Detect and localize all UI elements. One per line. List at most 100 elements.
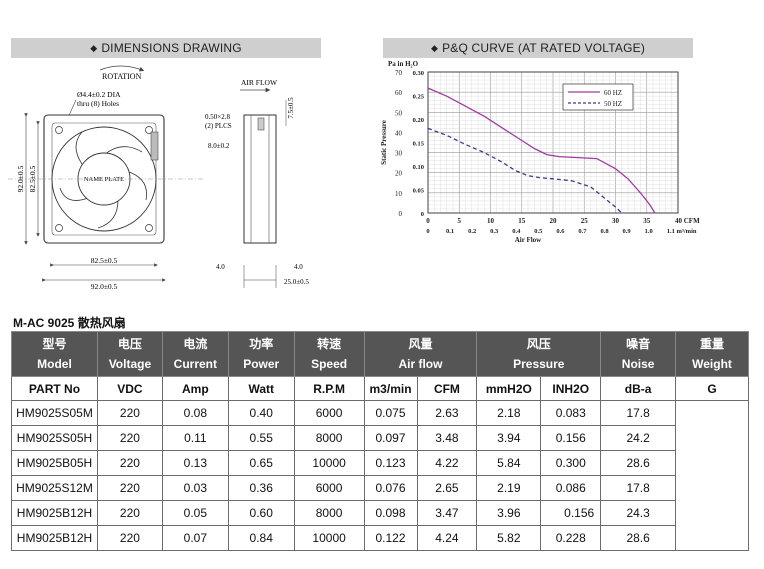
y-tick-label-inh2o: 0.15 [413,141,425,148]
header-speed: 转速 Speed [293,331,365,377]
cell-power: 0.65 [227,450,295,476]
legend-box [562,83,634,111]
cell-inh2o: 0.156 [540,425,602,451]
pq-chart-legend: 60 HZ 50 HZ [562,83,634,111]
x-tick-label-cfm: 15 [518,217,526,225]
cell-voltage: 220 [96,500,163,526]
x-tick-label-m3: 1.0 [645,228,653,235]
airflow-label: AIR FLOW [241,78,278,87]
table-row: HM9025B05H 220 0.13 0.65 10000 0.123 4.2… [11,450,749,476]
unit-cell: Watt [227,376,295,401]
x-tick-label-m3: 0.9 [623,228,632,235]
cell-cfm: 4.24 [416,525,478,551]
cell-weight [675,400,749,551]
cell-mmh2o: 3.96 [476,500,542,526]
cell-voltage: 220 [96,525,163,551]
y-tick-label-pa: 0 [399,210,403,218]
hole-note-2: thru (8) Holes [77,99,119,108]
dimensions-drawing: ROTATION Ø4.4±0.2 DIA thru (8) Holes NAM… [8,65,309,291]
x-tick-label-cfm: 25 [581,217,589,225]
cell-m3min: 0.076 [363,475,418,501]
table-row: HM9025S12M 220 0.03 0.36 6000 0.076 2.65… [11,475,749,501]
pq-chart-series [427,87,656,214]
cell-noise: 28.6 [600,450,677,476]
cell-noise: 24.3 [600,500,677,526]
cell-mmh2o: 2.18 [476,400,542,426]
x-tick-label-m3: 0.6 [556,228,565,235]
dim-82-bottom: 82.5±0.5 [91,256,118,265]
cell-part-no: HM9025B05H [11,450,98,476]
unit-cell: CFM [416,376,478,401]
cell-voltage: 220 [96,450,163,476]
x-tick-label-cfm: 30 [612,217,620,225]
series-line-60-hz [427,87,656,214]
x-axis-label: Air Flow [515,236,542,244]
x-tick-label-cfm: 35 [643,217,651,225]
lead-note-2: (2) PLCS [205,122,232,130]
cell-power: 0.60 [227,500,295,526]
legend-label: 50 HZ [604,100,622,108]
dim-4-right: 4.0 [294,263,303,271]
table-header-row: 型号 Model 电压 Voltage 电流 Current 功率 Power 转速 Sp… [11,331,749,377]
header-airflow: 风量 Air flow [363,331,478,377]
y-tick-label-pa: 70 [395,69,403,77]
cell-m3min: 0.122 [363,525,418,551]
cell-part-no: HM9025B12H [11,525,98,551]
x-tick-label-cfm: 5 [458,217,462,225]
header-noise: 噪音 Noise [600,331,677,377]
cell-speed: 6000 [293,475,365,501]
x-tick-label-m3: 0.3 [490,228,499,235]
cell-power: 0.36 [227,475,295,501]
cell-inh2o: 0.086 [540,475,602,501]
cell-power: 0.84 [227,525,295,551]
cell-voltage: 220 [96,400,163,426]
rotation-arrow-icon [99,65,145,72]
cell-part-no: HM9025S05H [11,425,98,451]
dimensions-header: ◆ DIMENSIONS DRAWING [11,38,321,58]
name-plate-label: NAME PLATE [84,176,124,183]
pq-chart-axes: 01020304050607000.050.100.150.200.250.30… [380,60,700,244]
x-tick-label-m3: 1.1 m³/min [667,228,697,235]
cell-cfm: 4.22 [416,450,478,476]
header-voltage: 电压 Voltage [96,331,163,377]
cell-noise: 28.6 [600,525,677,551]
cell-voltage: 220 [96,475,163,501]
table-units-row: PART No VDC Amp Watt R.P.M m3/min CFM mm… [11,376,749,401]
series-line-50-hz [427,127,623,214]
cell-current: 0.07 [161,525,229,551]
cell-m3min: 0.075 [363,400,418,426]
cell-noise: 17.8 [600,400,677,426]
spec-table: 型号 Model 电压 Voltage 电流 Current 功率 Power 转速 Sp… [11,331,749,551]
x-tick-label-cfm: 20 [550,217,558,225]
x-tick-label-m3: 0.1 [446,228,454,235]
y-tick-label-pa: 60 [395,89,403,97]
dim-25: 25.0±0.5 [284,278,309,286]
table-row: HM9025S05M 220 0.08 0.40 6000 0.075 2.63… [11,400,749,551]
x-tick-label-cfm: 10 [487,217,495,225]
y-tick-label-inh2o: 0.25 [413,94,425,101]
cell-speed: 8000 [293,425,365,451]
cell-m3min: 0.123 [363,450,418,476]
fan-frame-side [243,114,277,244]
y-tick-label-inh2o: 0.20 [413,117,424,124]
cell-noise: 24.2 [600,425,677,451]
header-model: 型号 Model [11,331,98,377]
y-tick-label-inh2o: 0.30 [413,70,424,77]
y-tick-label-inh2o: 0.10 [413,164,424,171]
y-tick-label-pa: 10 [395,190,403,198]
cell-inh2o: 0.300 [540,450,602,476]
cell-power: 0.40 [227,400,295,426]
x-tick-label-m3: 0 [426,228,429,235]
cell-mmh2o: 2.19 [476,475,542,501]
cell-part-no: HM9025S05M [11,400,98,426]
cell-speed: 6000 [293,400,365,426]
x-tick-label-m3: 0.8 [600,228,609,235]
y-tick-label-inh2o: 0 [421,211,424,218]
cell-part-no: HM9025S12M [11,475,98,501]
y-tick-label-pa: 20 [395,170,403,178]
unit-cell: dB-a [600,376,677,401]
pq-chart-grid [427,71,679,214]
unit-cell: Amp [161,376,229,401]
dim-8-0: 8.0±0.2 [208,142,230,150]
y-axis-label: Static Pressure [380,120,388,165]
